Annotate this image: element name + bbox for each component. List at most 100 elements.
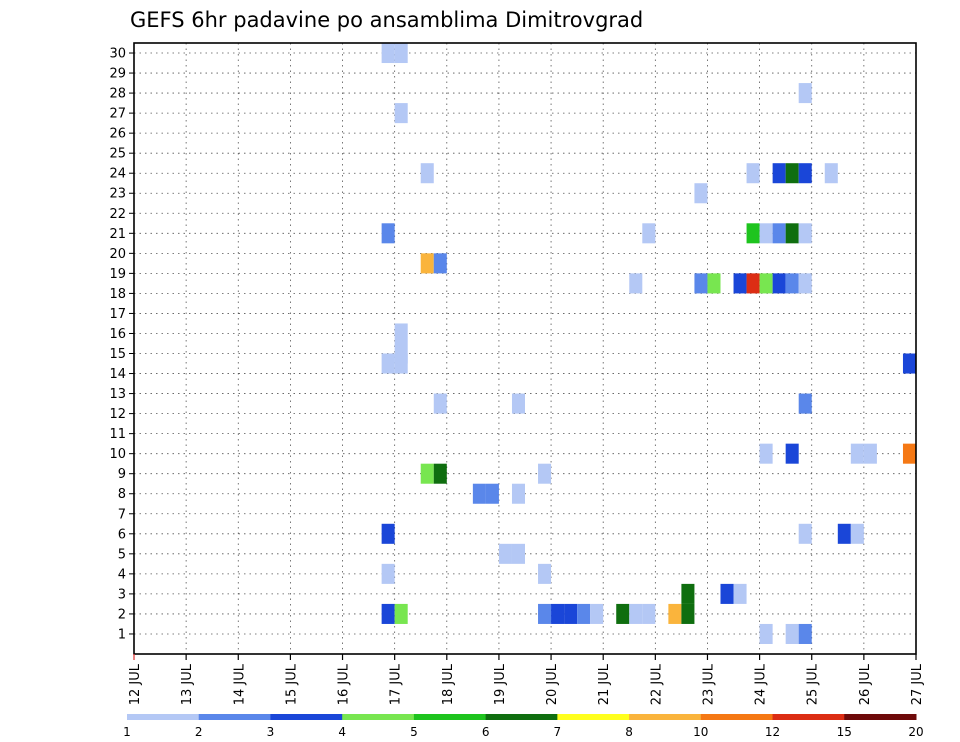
legend-swatch bbox=[557, 714, 630, 720]
precip-cell bbox=[616, 603, 630, 624]
color-legend: 1 2 3 4 5 6 7 8 10 12 15 20 bbox=[123, 714, 924, 739]
precip-cell bbox=[902, 443, 916, 464]
y-tick-label: 11 bbox=[109, 427, 126, 442]
precip-cell bbox=[785, 443, 799, 464]
precip-cell bbox=[681, 603, 695, 624]
precip-cell bbox=[498, 543, 512, 564]
x-tick-label: 24 JUL bbox=[754, 663, 769, 705]
legend-swatch bbox=[844, 714, 917, 720]
legend-swatch bbox=[772, 714, 845, 720]
precip-cell bbox=[668, 603, 682, 624]
precip-cell bbox=[381, 223, 395, 244]
precip-cell bbox=[433, 463, 447, 484]
legend-swatch bbox=[342, 714, 415, 720]
y-tick-label: 20 bbox=[109, 247, 126, 262]
precip-cell bbox=[785, 163, 799, 184]
precip-cell bbox=[720, 583, 734, 604]
y-tick-label: 27 bbox=[109, 107, 126, 122]
precip-cell bbox=[472, 483, 486, 504]
precip-cell bbox=[681, 583, 695, 604]
precip-cell bbox=[394, 603, 408, 624]
y-tick-label: 7 bbox=[118, 507, 126, 522]
y-tick-label: 17 bbox=[109, 307, 126, 322]
legend-label: 20 bbox=[908, 725, 923, 739]
x-tick-label: 19 JUL bbox=[493, 663, 508, 705]
legend-swatch bbox=[127, 714, 200, 720]
precip-cell bbox=[694, 273, 708, 294]
y-axis: 1234567891011121314151617181920212223242… bbox=[109, 47, 134, 642]
y-tick-label: 28 bbox=[109, 87, 126, 102]
legend-label: 2 bbox=[195, 725, 203, 739]
precip-cell bbox=[538, 563, 552, 584]
precip-cell bbox=[798, 393, 812, 414]
x-tick-label: 15 JUL bbox=[284, 663, 299, 705]
precip-cell bbox=[420, 163, 434, 184]
precip-cell bbox=[785, 273, 799, 294]
precip-cell bbox=[394, 323, 408, 344]
precip-cell bbox=[420, 253, 434, 274]
precip-cell bbox=[381, 353, 395, 374]
precip-cell bbox=[798, 623, 812, 644]
precip-cell bbox=[902, 353, 916, 374]
precip-cell bbox=[394, 103, 408, 124]
y-tick-label: 8 bbox=[118, 487, 126, 502]
y-tick-label: 30 bbox=[109, 47, 126, 62]
precip-cell bbox=[381, 603, 395, 624]
y-tick-label: 2 bbox=[118, 607, 126, 622]
x-tick-label: 26 JUL bbox=[858, 663, 873, 705]
legend-label: 8 bbox=[625, 725, 633, 739]
precip-cell bbox=[798, 223, 812, 244]
precip-cell bbox=[772, 273, 786, 294]
precip-cell bbox=[759, 443, 773, 464]
precipitation-cells bbox=[381, 43, 916, 644]
precip-cell bbox=[642, 223, 656, 244]
y-tick-label: 29 bbox=[109, 67, 126, 82]
precip-cell bbox=[511, 543, 525, 564]
legend-label: 7 bbox=[554, 725, 562, 739]
y-tick-label: 9 bbox=[118, 467, 126, 482]
precip-cell bbox=[485, 483, 499, 504]
chart-title: GEFS 6hr padavine po ansamblima Dimitrov… bbox=[130, 8, 643, 32]
x-tick-label: 12 JUL bbox=[128, 663, 143, 705]
precip-cell bbox=[785, 623, 799, 644]
y-tick-label: 25 bbox=[109, 147, 126, 162]
precip-cell bbox=[642, 603, 656, 624]
precip-cell bbox=[824, 163, 838, 184]
y-tick-label: 3 bbox=[118, 587, 126, 602]
y-tick-label: 23 bbox=[109, 187, 126, 202]
x-tick-label: 25 JUL bbox=[806, 663, 821, 705]
precip-cell bbox=[629, 603, 643, 624]
precip-cell bbox=[850, 443, 864, 464]
y-tick-label: 10 bbox=[109, 447, 126, 462]
y-tick-label: 24 bbox=[109, 167, 126, 182]
y-tick-label: 4 bbox=[118, 567, 126, 582]
precip-cell bbox=[381, 43, 395, 64]
precip-cell bbox=[538, 603, 552, 624]
precip-cell bbox=[850, 523, 864, 544]
legend-swatch bbox=[413, 714, 487, 720]
precip-cell bbox=[707, 273, 721, 294]
y-tick-label: 5 bbox=[118, 547, 126, 562]
legend-label: 6 bbox=[482, 725, 490, 739]
legend-label: 5 bbox=[410, 725, 418, 739]
precip-cell bbox=[538, 463, 552, 484]
y-tick-label: 19 bbox=[109, 267, 126, 282]
x-tick-label: 14 JUL bbox=[232, 663, 247, 705]
precip-cell bbox=[837, 523, 851, 544]
precip-cell bbox=[433, 393, 447, 414]
precip-cell bbox=[785, 223, 799, 244]
legend-swatch bbox=[270, 714, 343, 720]
x-axis: 12 JUL 13 JUL 14 JUL 15 JUL 16 JUL 17 JUL 18 J… bbox=[128, 654, 925, 705]
precip-cell bbox=[511, 393, 525, 414]
legend-label: 15 bbox=[837, 725, 852, 739]
legend-label: 3 bbox=[267, 725, 275, 739]
precip-cell bbox=[577, 603, 591, 624]
x-tick-label: 18 JUL bbox=[441, 663, 456, 705]
legend-swatch bbox=[629, 714, 702, 720]
precip-cell bbox=[863, 443, 877, 464]
precip-cell bbox=[798, 163, 812, 184]
precip-cell bbox=[772, 223, 786, 244]
y-tick-label: 12 bbox=[109, 407, 126, 422]
precip-cell bbox=[746, 223, 760, 244]
precip-cell bbox=[590, 603, 604, 624]
